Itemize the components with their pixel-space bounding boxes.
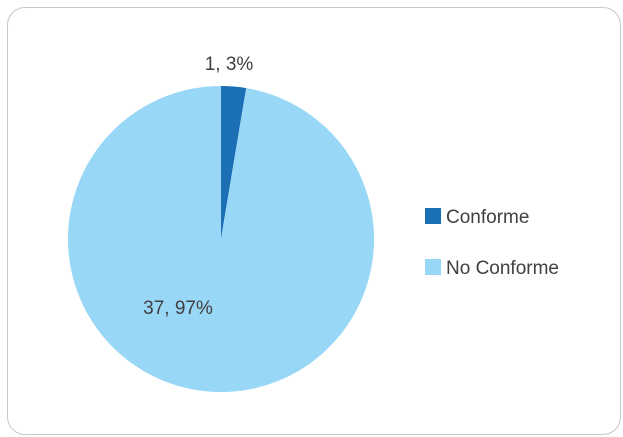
data-label-no-conforme: 37, 97% bbox=[143, 298, 213, 319]
data-label-conforme: 1, 3% bbox=[205, 54, 254, 75]
legend-swatch-no-conforme bbox=[425, 259, 441, 275]
legend-swatch-conforme bbox=[425, 208, 441, 224]
legend: Conforme No Conforme bbox=[425, 207, 559, 279]
pie-slices bbox=[68, 86, 375, 392]
pie-slice-conforme bbox=[221, 86, 247, 239]
pie-slice-no-conforme bbox=[68, 86, 375, 392]
legend-label-no-conforme: No Conforme bbox=[446, 258, 559, 279]
legend-label-conforme: Conforme bbox=[446, 207, 529, 228]
